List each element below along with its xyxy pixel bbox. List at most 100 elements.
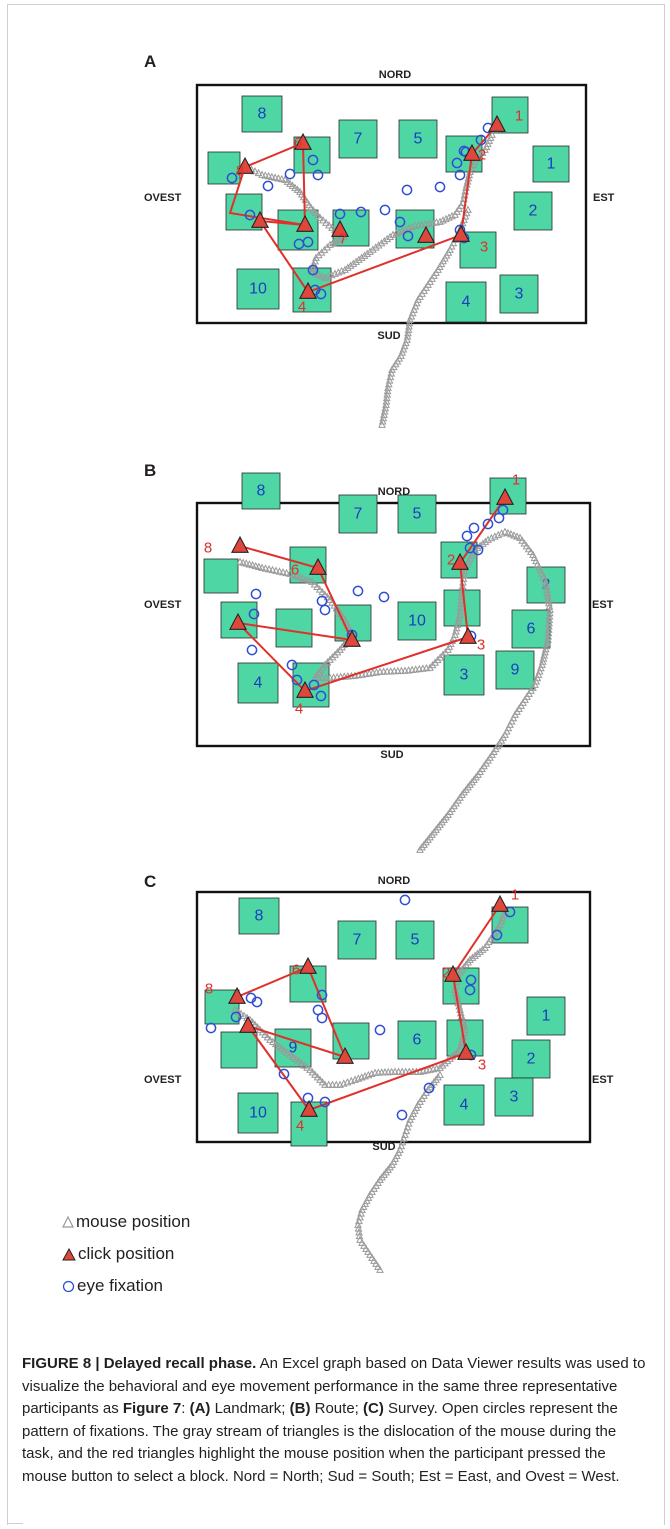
panel-label: C — [144, 872, 157, 891]
mouse-position — [271, 173, 280, 181]
mouse-position — [277, 174, 286, 183]
caption-figure-title: FIGURE 8 | Delayed recall phase. — [22, 1355, 257, 1372]
click-position — [495, 487, 515, 505]
click-position — [295, 680, 315, 698]
mouse-position — [366, 247, 374, 255]
caption-text-2: : — [181, 1400, 190, 1417]
mouse-position — [328, 238, 337, 247]
mouse-position — [398, 226, 407, 235]
mouse-position — [355, 1231, 364, 1240]
eye-fixation — [291, 674, 303, 686]
mouse-position — [543, 638, 552, 647]
click-position — [238, 1015, 258, 1033]
eye-fixation — [278, 1068, 290, 1080]
mouse-position — [473, 949, 482, 957]
legend-mouse: mouse position — [62, 1206, 362, 1238]
mouse-position — [448, 211, 456, 220]
mouse-position — [441, 1059, 449, 1067]
mouse-position — [471, 951, 479, 959]
legend: mouse position click position eye fixati… — [62, 1206, 362, 1302]
mouse-position — [522, 542, 531, 550]
mouse-position — [478, 539, 487, 547]
eye-fixation — [307, 154, 319, 166]
mouse-position — [300, 1061, 309, 1069]
click-order-number: 2 — [478, 147, 486, 164]
eye-fixation — [319, 1096, 331, 1108]
block — [526, 996, 566, 1036]
mouse-position — [404, 328, 412, 337]
mouse-position — [407, 222, 416, 231]
eye-fixation — [423, 1082, 435, 1094]
mouse-position — [456, 603, 465, 611]
mouse-position — [546, 605, 554, 613]
mouse-position — [380, 236, 389, 245]
block-number: 10 — [249, 1105, 267, 1122]
block-number: 3 — [515, 286, 524, 303]
mouse-position — [405, 318, 414, 327]
block — [397, 1020, 437, 1060]
mouse-position — [336, 645, 344, 653]
block-number: 6 — [527, 621, 536, 638]
block-number: 1 — [547, 156, 556, 173]
block — [532, 145, 570, 183]
mouse-stream — [244, 122, 501, 428]
mouse-position — [488, 130, 496, 138]
eye-fixation — [396, 1109, 408, 1121]
eye-fixation — [205, 1022, 217, 1034]
mouse-position — [545, 618, 554, 627]
mouse-position — [331, 237, 340, 245]
click-position — [487, 114, 507, 132]
eye-fixation — [493, 512, 505, 524]
mouse-position — [360, 251, 369, 259]
block-number: 4 — [460, 1097, 469, 1114]
eye-fixation — [262, 180, 274, 192]
mouse-position — [457, 596, 466, 604]
eye-fixation — [434, 181, 446, 193]
click-position — [230, 535, 250, 553]
block-number: 6 — [413, 1032, 422, 1049]
click-position — [293, 132, 313, 150]
mouse-position — [392, 229, 401, 237]
mouse-position — [539, 654, 548, 662]
eye-fixation — [319, 604, 331, 616]
mouse-position — [328, 1080, 337, 1088]
mouse-position — [524, 544, 533, 553]
eye-fixation — [402, 230, 414, 242]
eye-fixation — [246, 644, 258, 656]
mouse-position — [355, 1228, 363, 1236]
mouse-triangle-icon — [62, 1216, 74, 1228]
block — [338, 494, 378, 534]
mouse-position — [264, 171, 273, 180]
mouse-position — [545, 612, 554, 620]
caption-a: (A) — [189, 1400, 211, 1417]
eye-fixation — [316, 989, 328, 1001]
block — [443, 654, 485, 696]
mouse-position — [240, 1011, 248, 1019]
mouse-position — [267, 172, 276, 181]
click-positions: 1 2 3 4 6 8 — [204, 472, 520, 718]
mouse-position — [317, 272, 326, 280]
mouse-position — [275, 567, 284, 575]
mouse-position — [363, 249, 372, 257]
mouse-position — [456, 610, 464, 618]
panel-a-plot: NORD SUD OVEST EST 8 7 5 1 2 10 4 3 1 2 3 4 6 7 8 — [144, 69, 615, 428]
mouse-position — [323, 592, 332, 601]
eye-fixation — [394, 216, 406, 228]
click-order-number: 2 — [442, 965, 450, 982]
mouse-position — [317, 248, 326, 256]
blocks: 8 7 5 1 2 6 9 10 4 3 — [204, 897, 566, 1147]
block-number: 5 — [413, 506, 422, 523]
mouse-position — [332, 1080, 341, 1088]
mouse-position — [314, 673, 323, 681]
mouse-position — [456, 599, 465, 608]
block-number: 5 — [414, 131, 423, 148]
mouse-position — [513, 532, 521, 540]
click-position — [451, 224, 471, 242]
mouse-position — [280, 1046, 289, 1054]
click-order-number: 8 — [204, 540, 212, 557]
mouse-position — [282, 568, 291, 577]
mouse-position — [436, 1063, 444, 1071]
block-number: 5 — [411, 932, 420, 949]
legend-fixation-label: eye fixation — [77, 1276, 163, 1295]
